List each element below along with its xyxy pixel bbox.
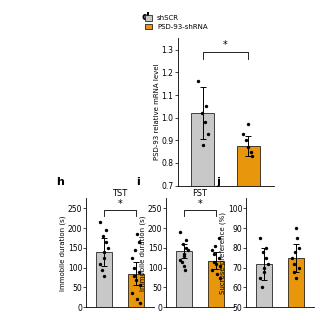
Point (243, 138, 248, 143)
Point (261, 249, 266, 254)
Point (292, 261, 297, 266)
Text: *: * (118, 199, 122, 209)
Point (100, 267, 105, 272)
Point (185, 247, 190, 252)
Bar (96, 252, 112, 307)
Point (217, 263, 222, 268)
Point (201, 142, 206, 148)
Bar (191, 113, 214, 186)
Point (212, 243, 218, 248)
Title: TST: TST (112, 189, 128, 198)
Point (134, 297, 140, 302)
Point (214, 271, 220, 276)
Point (217, 255, 222, 260)
Point (217, 275, 222, 280)
Point (130, 291, 135, 296)
Point (104, 228, 109, 233)
Point (181, 253, 187, 258)
Point (137, 283, 142, 288)
Point (180, 259, 185, 264)
Y-axis label: PSD-93 relative mRNA level: PSD-93 relative mRNA level (154, 64, 160, 160)
Point (265, 261, 270, 266)
Point (210, 247, 215, 252)
Point (204, 104, 209, 109)
Point (101, 255, 107, 260)
Text: j: j (216, 177, 220, 187)
Text: i: i (136, 177, 140, 187)
Point (105, 245, 110, 251)
Point (98, 261, 103, 266)
Point (203, 120, 208, 125)
Point (178, 257, 183, 262)
Point (241, 131, 246, 136)
Text: h: h (56, 177, 64, 187)
Point (258, 236, 263, 241)
Point (195, 79, 200, 84)
Point (296, 245, 301, 251)
Point (216, 236, 221, 241)
Point (137, 269, 142, 274)
Point (182, 251, 187, 256)
Point (290, 255, 295, 260)
Point (181, 241, 186, 246)
Point (292, 249, 298, 254)
Point (130, 255, 135, 260)
Point (261, 269, 267, 274)
Y-axis label: Sucrose preference (%): Sucrose preference (%) (220, 212, 226, 294)
Point (184, 237, 189, 243)
Point (101, 273, 107, 278)
Point (293, 275, 298, 280)
Point (260, 285, 265, 290)
Point (206, 131, 211, 136)
Text: *: * (198, 199, 202, 209)
Point (101, 233, 106, 238)
Bar (237, 146, 260, 186)
Point (264, 245, 269, 251)
Point (293, 226, 299, 231)
Point (135, 231, 140, 236)
Point (211, 259, 216, 264)
Point (133, 277, 138, 282)
Bar (208, 260, 224, 307)
Y-axis label: Immobile duration (s): Immobile duration (s) (60, 215, 66, 291)
Point (210, 267, 215, 272)
Bar (176, 251, 192, 307)
Point (262, 265, 267, 270)
Title: FST: FST (193, 189, 207, 198)
Point (258, 275, 263, 280)
Point (102, 249, 107, 254)
Point (183, 267, 188, 272)
Point (131, 273, 136, 278)
Point (183, 245, 188, 251)
Point (213, 261, 218, 266)
Point (98, 220, 103, 225)
Point (295, 236, 300, 241)
Point (263, 255, 268, 260)
Point (137, 301, 142, 306)
Point (212, 251, 217, 256)
Point (132, 265, 137, 270)
Point (246, 145, 251, 150)
Text: d: d (141, 12, 149, 22)
Point (136, 239, 141, 244)
Point (178, 229, 183, 235)
Point (248, 149, 253, 154)
Text: *: * (223, 40, 228, 50)
Point (291, 269, 296, 274)
Point (132, 247, 138, 252)
Point (103, 239, 108, 244)
Point (199, 111, 204, 116)
Y-axis label: Immobile duration (s): Immobile duration (s) (140, 215, 146, 291)
Bar (256, 264, 272, 307)
Point (246, 122, 251, 127)
Legend: shSCR, PSD-93-shRNA: shSCR, PSD-93-shRNA (145, 15, 208, 29)
Point (181, 263, 187, 268)
Point (297, 265, 302, 270)
Point (250, 154, 255, 159)
Bar (288, 258, 304, 307)
Bar (128, 274, 144, 307)
